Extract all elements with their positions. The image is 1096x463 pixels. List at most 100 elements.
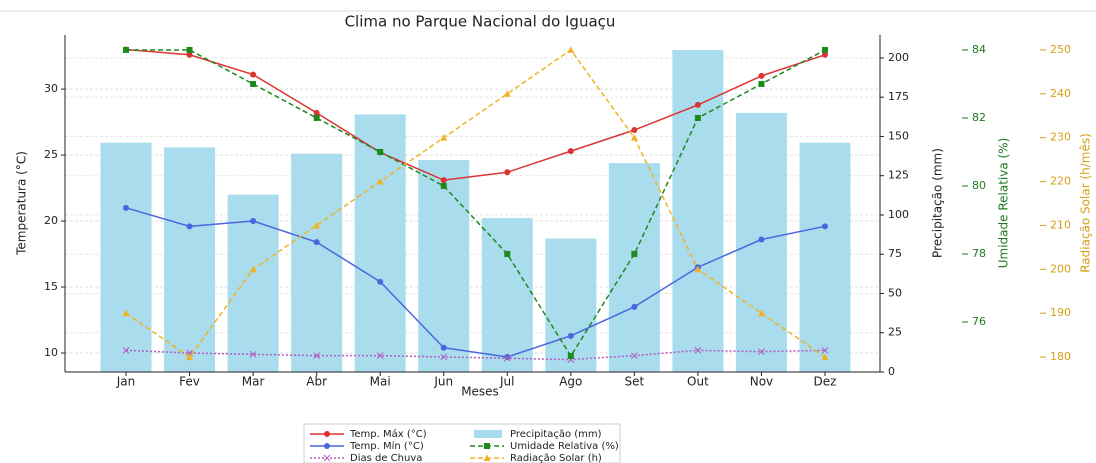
tick-label: 50 [888,286,902,299]
point [122,309,130,317]
point [567,46,575,53]
tick-label: 10 [44,346,58,359]
point [122,347,130,354]
legend-marker [324,431,330,437]
tick-label: 20 [44,214,58,227]
tick-label: 82 [972,111,986,124]
tick-label: 180 [1050,350,1071,363]
bar [291,153,343,372]
point [376,178,384,185]
point [758,348,765,356]
point [440,134,448,141]
point [758,72,765,79]
tick-label: 250 [1050,43,1071,56]
tick-label: 200 [888,51,909,64]
point [250,80,257,87]
point [250,218,257,225]
bar [418,160,470,372]
point [313,352,320,359]
legend-label: Temp. Máx (°C) [349,428,427,440]
point [567,332,574,339]
series-line [125,48,826,181]
tick-label: 220 [1050,175,1071,188]
y2-axis-label: Precipitação (mm) [931,148,945,258]
x-tick-label: Fev [179,375,200,389]
point [313,109,320,116]
point [757,309,765,317]
tick-label: 15 [44,280,58,293]
x-tick-label: Ago [559,375,582,389]
series-line [125,207,826,358]
point [694,347,702,354]
legend-label: Dias de Chuva [350,453,422,463]
point [250,71,257,78]
tick-label: 78 [972,247,986,260]
tick-label: 0 [888,365,895,378]
y4-axis-label: Radiação Solar (h/mês) [1079,133,1093,273]
point [504,250,511,257]
point [440,353,448,361]
point [694,114,701,121]
point [694,265,702,273]
point [313,114,320,121]
bar [608,163,660,372]
point [567,148,574,155]
tick-label: 80 [972,179,986,192]
point [758,236,765,243]
tick-label: 125 [888,169,909,182]
tick-label: 25 [888,326,902,339]
point [631,127,638,134]
bar [672,50,724,372]
point [377,148,384,155]
tick-label: 100 [888,208,909,221]
legend-marker [323,454,331,462]
point [822,223,828,230]
x-tick-label: Set [625,375,645,389]
point [758,80,765,87]
point [822,46,828,53]
tick-label: 76 [972,315,986,328]
point [123,204,129,211]
legend-marker [324,443,330,449]
y3-axis-label: Umidade Relativa (%) [997,138,1011,269]
point [440,177,447,184]
point [123,46,129,53]
x-tick-label: Mar [242,375,265,389]
tick-label: 210 [1050,218,1071,231]
x-tick-label: Jun [433,375,453,389]
y-axis-label: Temperatura (°C) [15,151,29,256]
point [504,169,511,176]
legend-marker [484,443,490,449]
x-axis-label: Meses [461,385,499,399]
tick-label: 230 [1050,131,1071,144]
tick-label: 25 [44,148,58,161]
x-tick-label: Dez [814,375,837,389]
bar [799,142,851,372]
point [630,134,638,141]
point [821,353,829,361]
point [631,250,638,257]
point [440,182,447,189]
x-tick-label: Mai [370,375,391,389]
point [186,353,194,361]
point [503,90,511,97]
point [249,350,257,358]
point [313,221,321,229]
point [567,353,574,360]
point [186,46,193,53]
legend-label: Radiação Solar (h) [510,453,602,463]
tick-label: 75 [888,247,902,260]
point [376,352,384,359]
tick-label: 84 [972,43,986,56]
point [694,101,701,108]
point [821,347,829,354]
x-tick-label: Out [687,375,709,389]
point [249,265,257,273]
bar [100,142,152,372]
bar [545,238,597,372]
point [186,51,193,58]
point [186,223,193,230]
point [503,354,511,362]
legend-box [303,423,621,463]
